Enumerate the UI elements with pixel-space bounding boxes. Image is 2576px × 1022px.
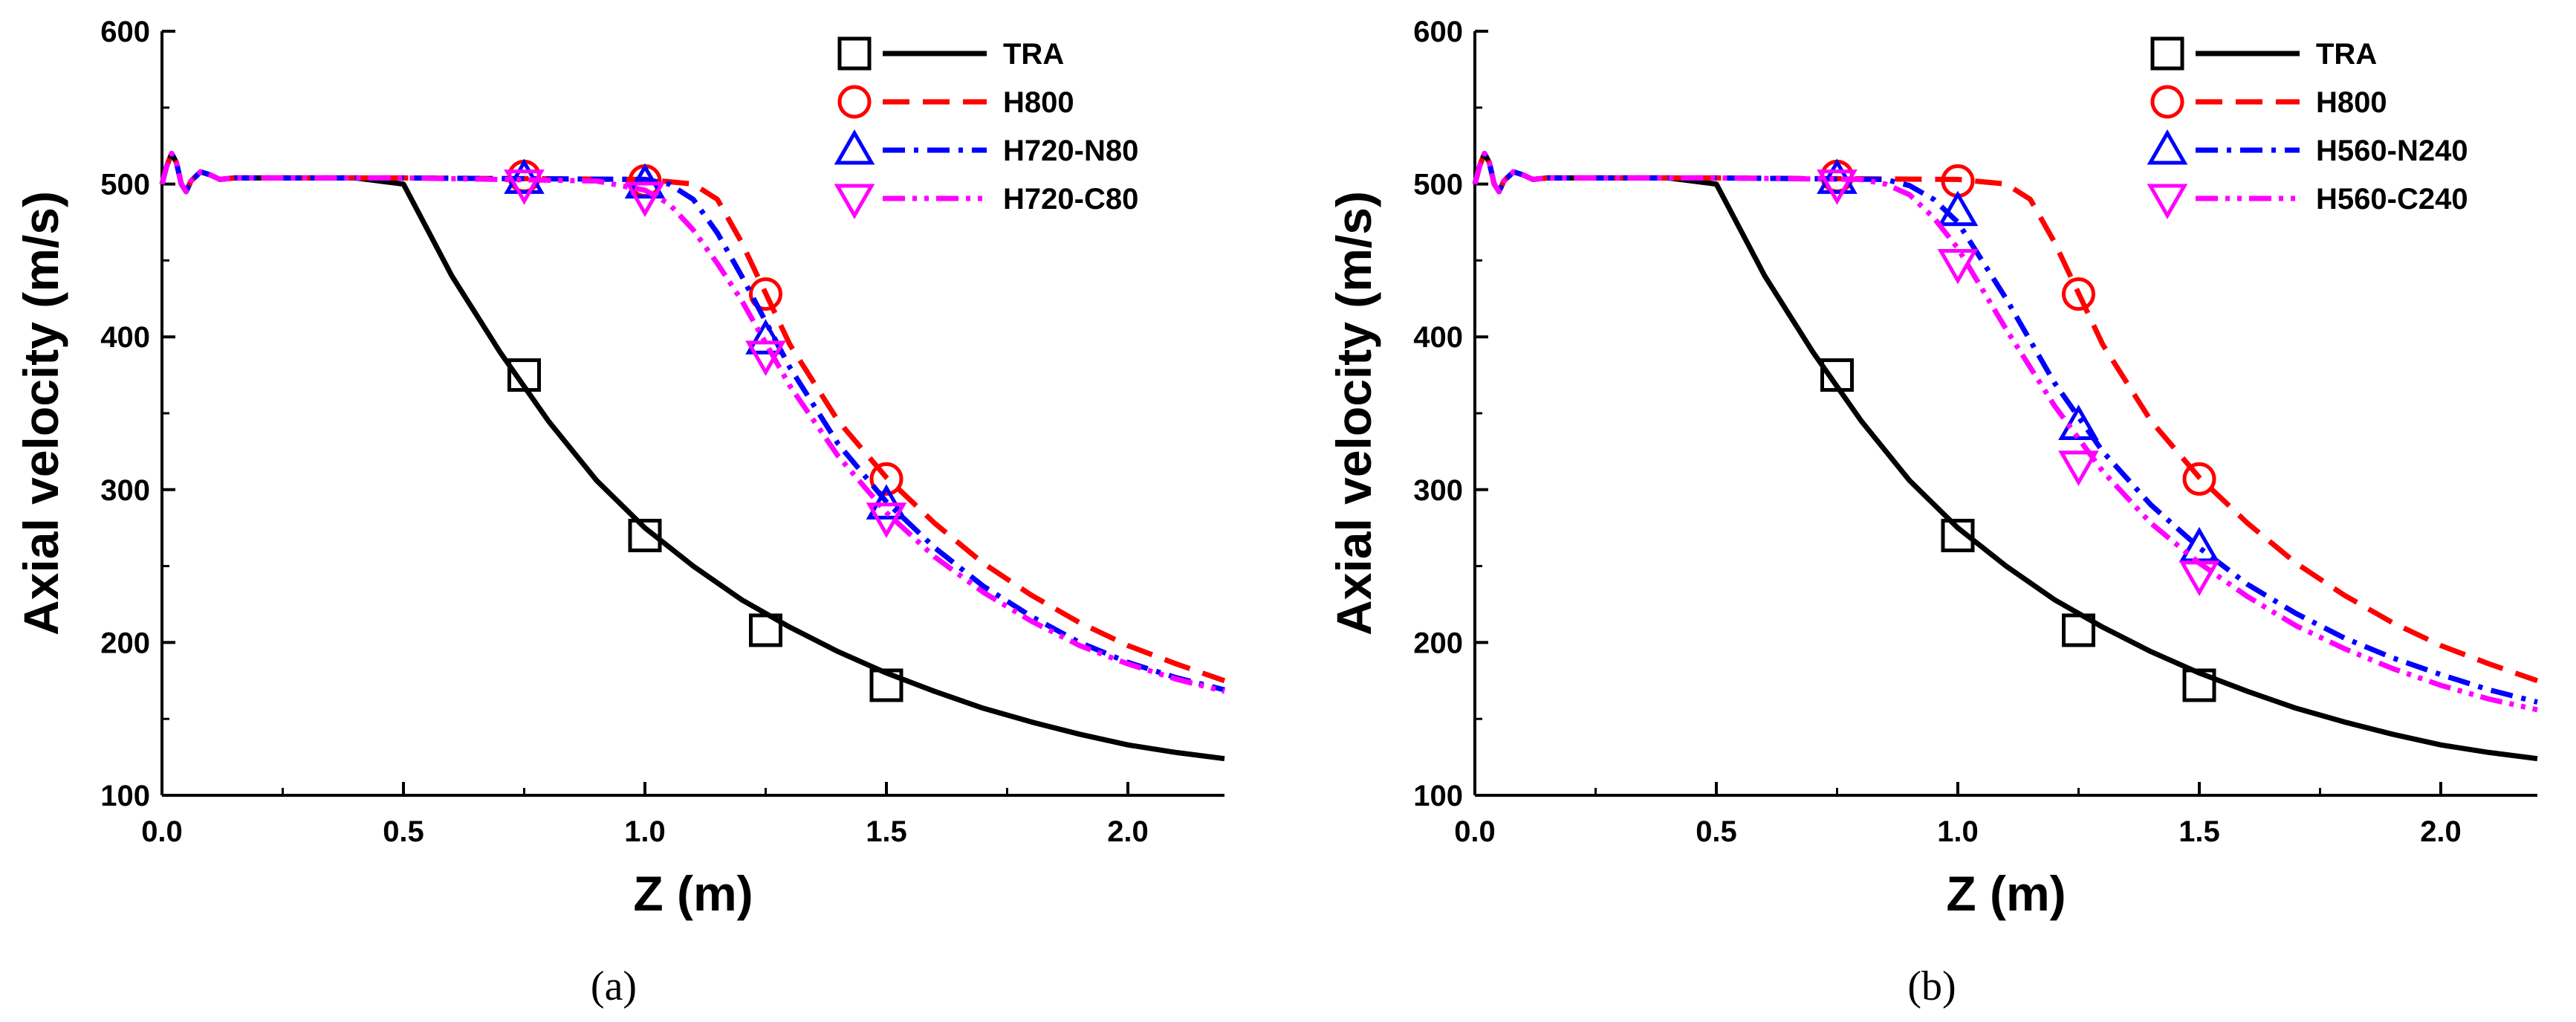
- y-axis-title: Axial velocity (m/s): [13, 191, 68, 635]
- legend-entry: H720-C80: [834, 183, 1138, 220]
- x-tick-label: 1.5: [2178, 815, 2220, 848]
- legend-marker-h800: [2150, 85, 2184, 119]
- x-tick-label: 0.5: [1696, 815, 1737, 848]
- data-point-h720-c80: [624, 181, 666, 218]
- x-tick-label: 1.0: [1937, 815, 1979, 848]
- panel-a: 0.0 0.5 1.0 1.5 2.0 100 200 300 400 500 600 Z (m) Ax…: [13, 16, 1226, 1009]
- y-tick-label: 500: [1413, 169, 1463, 201]
- data-point-tra: [2062, 613, 2095, 647]
- legend-label: H720-C80: [1003, 183, 1138, 216]
- legend-label: H560-C240: [2316, 183, 2468, 216]
- data-point-h800: [2062, 277, 2095, 311]
- legend-label: H800: [1003, 86, 1074, 119]
- legend-label: H800: [2316, 86, 2387, 119]
- data-point-tra: [507, 358, 541, 392]
- data-point-h560-c240: [2058, 450, 2099, 486]
- legend-marker-h720-n80: [834, 129, 875, 165]
- x-axis-title: Z (m): [633, 866, 753, 921]
- data-point-h720-n80: [745, 319, 786, 355]
- legend-marker-tra: [2150, 36, 2184, 71]
- data-point-h720-c80: [504, 169, 545, 205]
- legend-label: TRA: [1003, 38, 1064, 71]
- data-point-h560-c240: [2178, 560, 2220, 596]
- y-tick-label: 300: [100, 474, 150, 507]
- legend-marker-h560-c240: [2147, 184, 2188, 220]
- x-tick-label: 0.0: [141, 815, 183, 848]
- y-axis-title: Axial velocity (m/s): [1326, 191, 1381, 635]
- y-tick-label: 500: [100, 169, 150, 201]
- data-point-tra: [628, 518, 662, 552]
- y-tick-label: 100: [1413, 780, 1463, 812]
- data-point-h720-c80: [745, 340, 786, 376]
- data-point-h560-c240: [1937, 249, 1979, 285]
- y-tick-label: 200: [100, 627, 150, 659]
- legend-entry: H560-N240: [2147, 129, 2468, 167]
- data-point-h720-c80: [866, 502, 907, 538]
- data-point-h800: [2182, 462, 2216, 496]
- series-line-h800: [1472, 151, 2539, 684]
- data-point-tra: [2182, 668, 2216, 702]
- y-tick-label: 200: [1413, 627, 1463, 659]
- legend-entry: H800: [2150, 85, 2387, 119]
- data-point-tra: [749, 613, 782, 647]
- legend-marker-tra: [837, 36, 872, 71]
- data-point-tra: [1941, 518, 1975, 552]
- y-tick-label: 300: [1413, 474, 1463, 507]
- y-tick-label: 600: [100, 16, 150, 48]
- series-line-h720-n80: [159, 151, 1225, 693]
- x-tick-label: 0.0: [1454, 815, 1496, 848]
- y-tick-label: 400: [100, 321, 150, 354]
- legend-entry: H720-N80: [834, 129, 1138, 167]
- panel-b: 0.0 0.5 1.0 1.5 2.0 100 200 300 400 500 600 Z (m) Ax…: [1326, 16, 2539, 1009]
- y-tick-label: 600: [1413, 16, 1463, 48]
- legend-label: H560-N240: [2316, 135, 2468, 167]
- legend-entry: H800: [837, 85, 1074, 119]
- legend-marker-h560-n240: [2147, 129, 2188, 165]
- x-tick-label: 2.0: [1107, 815, 1149, 848]
- data-point-h560-c240: [1817, 169, 1858, 205]
- legend-label: H720-N80: [1003, 135, 1138, 167]
- y-tick-label: 400: [1413, 321, 1463, 354]
- panel-caption: (a): [591, 963, 637, 1009]
- data-point-h560-n240: [1937, 190, 1979, 227]
- legend-entry: TRA: [837, 36, 1064, 71]
- series-line-h720-c80: [159, 151, 1225, 694]
- data-point-h720-n80: [504, 158, 545, 194]
- legend-marker-h800: [837, 85, 872, 119]
- data-point-tra: [1820, 358, 1854, 392]
- legend-label: TRA: [2316, 38, 2377, 71]
- data-point-h800: [869, 462, 903, 496]
- x-tick-label: 2.0: [2420, 815, 2462, 848]
- series-line-tra: [1472, 151, 2538, 762]
- x-tick-label: 0.5: [383, 815, 424, 848]
- legend-entry: TRA: [2150, 36, 2377, 71]
- x-tick-label: 1.0: [624, 815, 666, 848]
- x-tick-label: 1.5: [866, 815, 907, 848]
- panel-caption: (b): [1907, 963, 1956, 1009]
- y-tick-label: 100: [100, 780, 150, 812]
- data-point-tra: [869, 668, 903, 702]
- series-line-h560-c240: [1472, 151, 2538, 713]
- legend-entry: H560-C240: [2147, 183, 2468, 220]
- legend-marker-h720-c80: [834, 184, 875, 220]
- x-axis-title: Z (m): [1946, 866, 2066, 921]
- series-line-h560-n240: [1472, 151, 2538, 705]
- series-line-tra: [159, 151, 1225, 762]
- data-point-h800: [749, 277, 782, 311]
